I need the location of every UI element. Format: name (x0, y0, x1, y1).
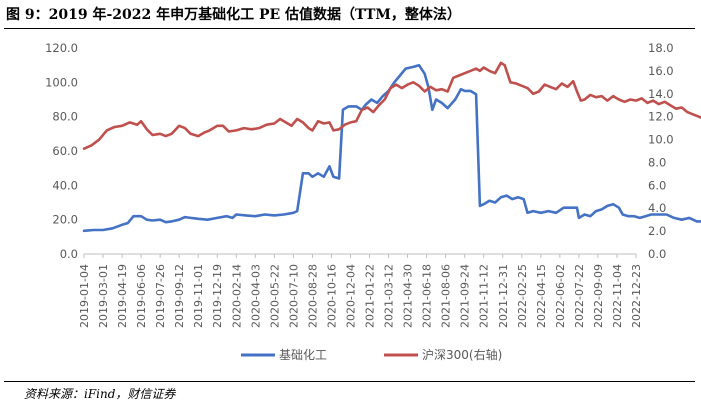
left-tick-label: 0.0 (60, 247, 78, 261)
right-tick-label: 16.0 (648, 64, 674, 78)
x-tick-label: 2022-12-23 (630, 264, 643, 328)
x-tick-label: 2022-06-02 (554, 264, 567, 328)
x-tick-label: 2020-12-04 (344, 264, 357, 328)
source-note: 资料来源：iFind，财信证券 (24, 387, 176, 401)
x-tick-label: 2020-05-22 (268, 264, 281, 328)
bottom-rule (4, 381, 695, 382)
series-line-chemical (82, 63, 701, 233)
x-tick-label: 2020-07-10 (287, 264, 300, 328)
x-tick-label: 2022-09-09 (592, 264, 605, 328)
top-rule (4, 28, 695, 29)
right-tick-label: 12.0 (648, 110, 674, 124)
x-tick-label: 2019-12-19 (211, 264, 224, 328)
left-axis-ticks: 0.0 20.0 40.0 60.0 80.0 100.0 120.0 (45, 41, 78, 261)
x-tick-label: 2020-10-16 (325, 264, 338, 328)
right-tick-label: 8.0 (648, 155, 666, 169)
x-tick-label: 2019-07-26 (154, 264, 167, 328)
left-tick-label: 80.0 (52, 110, 78, 124)
x-tick-label: 2020-04-03 (249, 264, 262, 328)
left-tick-label: 120.0 (45, 41, 78, 55)
x-axis-ticks: 2019-01-04 2019-03-01 2019-04-19 2019-06-06… (78, 254, 643, 328)
x-tick-label: 2022-11-04 (611, 264, 624, 328)
x-tick-label: 2019-06-06 (135, 264, 148, 328)
legend-label-csi300: 沪深300(右轴) (422, 347, 502, 362)
left-tick-label: 100.0 (45, 75, 78, 89)
series-line-csi300 (82, 61, 701, 150)
x-tick-label: 2021-03-12 (383, 264, 396, 328)
x-tick-label: 2022-07-22 (573, 264, 586, 328)
left-tick-label: 20.0 (52, 213, 78, 227)
x-tick-label: 2021-12-31 (497, 264, 510, 328)
right-tick-label: 0.0 (648, 247, 666, 261)
x-tick-label: 2021-08-06 (440, 264, 453, 328)
legend-label-chemical: 基础化工 (279, 348, 327, 362)
legend: 基础化工 沪深300(右轴) (241, 347, 502, 362)
x-tick-label: 2019-11-01 (192, 264, 205, 328)
x-tick-label: 2022-02-25 (516, 264, 529, 328)
x-tick-label: 2019-09-12 (173, 264, 186, 328)
left-tick-label: 40.0 (52, 178, 78, 192)
x-tick-label: 2019-03-01 (97, 264, 110, 328)
figure-title: 图 9：2019 年-2022 年申万基础化工 PE 估值数据（TTM，整体法） (6, 7, 461, 23)
right-tick-label: 6.0 (648, 178, 666, 192)
x-tick-label: 2019-04-19 (116, 264, 129, 328)
x-tick-label: 2021-09-24 (459, 264, 472, 328)
x-tick-label: 2020-02-14 (230, 264, 243, 328)
left-tick-label: 60.0 (52, 144, 78, 158)
right-tick-label: 14.0 (648, 87, 674, 101)
right-tick-label: 2.0 (648, 224, 666, 238)
right-tick-label: 4.0 (648, 201, 666, 215)
right-tick-label: 10.0 (648, 133, 674, 147)
x-tick-label: 2021-06-18 (421, 264, 434, 328)
x-tick-label: 2022-04-15 (535, 264, 548, 328)
x-tick-label: 2021-11-12 (478, 264, 491, 328)
x-tick-label: 2020-08-28 (306, 264, 319, 328)
right-tick-label: 18.0 (648, 41, 674, 55)
series-lines (82, 61, 701, 233)
x-tick-label: 2019-01-04 (78, 264, 91, 328)
right-axis-ticks: 0.0 2.0 4.0 6.0 8.0 10.0 12.0 14.0 16.0 18.0 (648, 41, 674, 261)
x-tick-label: 2021-04-30 (402, 264, 415, 328)
x-tick-label: 2021-01-22 (364, 264, 377, 328)
